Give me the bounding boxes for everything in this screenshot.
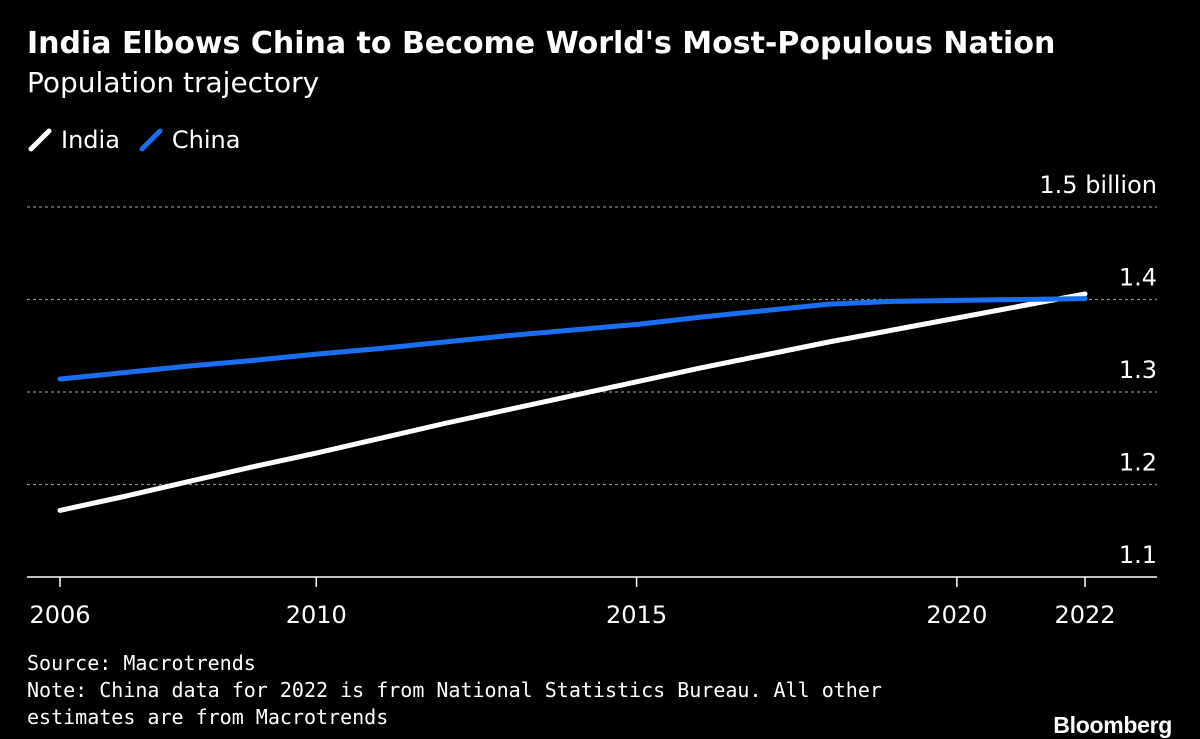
- y-tick-label: 1.3: [1119, 356, 1157, 384]
- x-axis: 2006 2010 2015 2020 2022: [27, 576, 1157, 629]
- x-tick-label: 2010: [286, 601, 347, 629]
- series-layer: [57, 291, 1088, 513]
- legend-label-india: India: [61, 126, 120, 154]
- china-swatch-line: [139, 128, 163, 152]
- legend-item-india: India: [27, 126, 120, 154]
- legend-item-china: China: [138, 126, 241, 154]
- chart-subtitle: Population trajectory: [27, 66, 320, 99]
- legend-swatch-india: [28, 128, 52, 152]
- note-text: Note: China data for 2022 is from Nation…: [27, 678, 882, 729]
- x-tick-label: 2020: [926, 601, 987, 629]
- x-tick-label: 2006: [29, 601, 90, 629]
- y-tick-label: 1.5 billion: [1039, 171, 1157, 199]
- series-line-china: [57, 296, 1088, 382]
- grid-layer: [27, 206, 1157, 486]
- y-axis-labels: 1.5 billion 1.4 1.3 1.2 1.1: [1039, 171, 1157, 569]
- series-line-india: [57, 291, 1088, 513]
- bloomberg-logo: Bloomberg: [1053, 712, 1172, 738]
- x-tick-label: 2015: [606, 601, 667, 629]
- legend-label-china: China: [171, 126, 241, 154]
- source-text: Source: Macrotrends: [27, 651, 256, 675]
- legend-swatch-china: [139, 128, 163, 152]
- x-tick-label: 2022: [1054, 601, 1115, 629]
- y-tick-label: 1.1: [1119, 541, 1157, 569]
- chart-title: India Elbows China to Become World's Mos…: [27, 26, 1056, 61]
- y-tick-label: 1.4: [1119, 264, 1157, 292]
- india-swatch-line: [28, 128, 52, 152]
- legend: India China: [27, 126, 258, 154]
- y-tick-label: 1.2: [1119, 449, 1157, 477]
- footer-notes: Source: Macrotrends Note: China data for…: [27, 650, 987, 731]
